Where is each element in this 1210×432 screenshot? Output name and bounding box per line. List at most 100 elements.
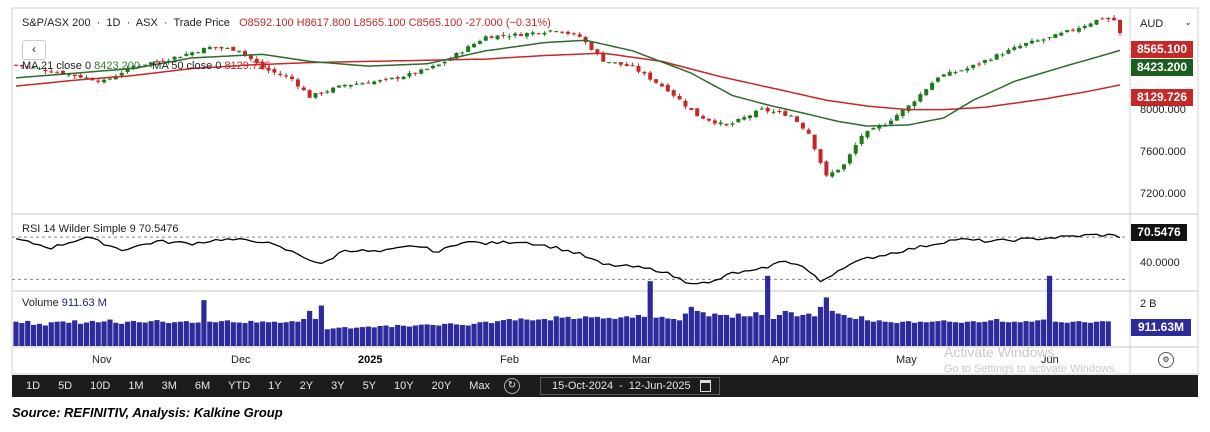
timeframe-toolbar: 1D 5D 10D 1M 3M 6M YTD 1Y 2Y 3Y 5Y 10Y 2…	[12, 375, 1198, 397]
candle-down	[624, 64, 629, 67]
ma21-legend-value: 8423.200	[94, 60, 141, 72]
chart-canvas[interactable]	[0, 0, 1210, 400]
candle-up	[900, 109, 905, 117]
volume-bar	[853, 319, 859, 346]
candle-up	[947, 71, 952, 76]
timeframe-1m-button[interactable]: 1M	[128, 380, 144, 392]
ma21-price-label: 8423.200	[1131, 59, 1193, 76]
timeframe-5y-button[interactable]: 5Y	[362, 380, 377, 392]
candle-up	[102, 79, 107, 83]
timeframe-1d-button[interactable]: 1D	[26, 380, 41, 392]
volume-legend: Volume 911.63 M	[22, 297, 107, 309]
candle-down	[695, 108, 700, 117]
candle-up	[971, 64, 976, 68]
volume-bar	[577, 318, 583, 346]
volume-legend-label[interactable]: Volume	[22, 297, 59, 309]
volume-bar	[1064, 322, 1070, 346]
volume-bar	[42, 325, 48, 346]
volume-bar	[512, 320, 518, 346]
candle-up	[941, 74, 946, 77]
timeframe-5d-button[interactable]: 5D	[58, 380, 73, 392]
candle-up	[401, 76, 406, 80]
candle-down	[671, 90, 676, 96]
source-caption: Source: REFINITIV, Analysis: Kalkine Gro…	[12, 405, 283, 420]
currency-selector[interactable]: AUD ⌄	[1140, 17, 1192, 30]
candle-down	[43, 69, 48, 72]
calendar-icon	[699, 380, 711, 392]
candle-down	[806, 129, 811, 134]
volume-bar	[136, 322, 142, 346]
volume-bar	[201, 300, 207, 346]
candle-down	[301, 87, 306, 91]
candle-up	[1029, 40, 1034, 44]
candle-down	[777, 111, 782, 113]
volume-bar	[665, 318, 671, 346]
candle-up	[924, 89, 929, 96]
gear-icon[interactable]: ⚙	[1158, 352, 1174, 368]
candle-up	[342, 84, 347, 87]
collapse-legend-button[interactable]: ‹	[22, 40, 46, 60]
timeframe-2y-button[interactable]: 2Y	[299, 380, 314, 392]
rsi-legend-label[interactable]: RSI 14 Wilder Simple 9	[22, 223, 136, 235]
volume-bar	[952, 322, 959, 346]
candle-up	[994, 54, 999, 60]
rsi-current-label: 70.5476	[1131, 224, 1187, 241]
volume-bar	[723, 314, 730, 346]
volume-bar	[477, 322, 483, 346]
volume-bar	[377, 326, 383, 346]
volume-bar	[412, 325, 418, 346]
volume-bar	[829, 310, 835, 346]
candle-up	[172, 56, 177, 60]
candle-up	[472, 43, 477, 48]
timeframe-20y-button[interactable]: 20Y	[431, 380, 452, 392]
candle-up	[748, 115, 753, 119]
candle-up	[313, 93, 318, 98]
reset-zoom-icon[interactable]: ↻	[503, 378, 520, 394]
volume-bar	[629, 317, 636, 346]
candle-up	[965, 68, 970, 71]
volume-bar	[342, 327, 348, 346]
timeframe-10d-button[interactable]: 10D	[90, 380, 111, 392]
volume-bar	[242, 323, 248, 346]
volume-bar	[447, 323, 454, 346]
interval-label[interactable]: 1D	[106, 17, 121, 29]
candle-down	[319, 92, 324, 94]
volume-bar	[882, 321, 888, 346]
timeframe-3y-button[interactable]: 3Y	[331, 380, 345, 392]
volume-bar	[888, 322, 894, 346]
candle-down	[501, 34, 506, 36]
candle-up	[425, 68, 430, 70]
volume-bar	[571, 319, 577, 346]
price-type-label[interactable]: Trade Price	[173, 17, 230, 29]
volume-bar	[923, 322, 929, 346]
timeframe-3m-button[interactable]: 3M	[161, 380, 177, 392]
date-range-picker[interactable]: 15-Oct-2024 - 12-Jun-2025	[539, 377, 720, 395]
volume-bar	[171, 322, 178, 346]
volume-bar	[124, 321, 131, 346]
timeframe-10y-button[interactable]: 10Y	[394, 380, 414, 392]
volume-bar	[788, 312, 794, 346]
volume-bar	[283, 322, 289, 346]
volume-bar	[806, 313, 812, 346]
volume-bar	[1017, 322, 1023, 346]
timeframe-6m-button[interactable]: 6M	[194, 380, 211, 392]
ma21-legend-label[interactable]: MA 21 close 0	[22, 60, 92, 72]
timeframe-1y-button[interactable]: 1Y	[268, 380, 282, 392]
volume-bar	[947, 321, 953, 346]
volume-bar	[60, 321, 66, 346]
volume-bar	[847, 317, 853, 346]
volume-bar	[207, 321, 213, 346]
volume-bar	[389, 327, 395, 346]
candle-up	[1041, 39, 1046, 41]
candle-up	[1024, 43, 1029, 46]
candle-up	[378, 80, 383, 82]
ma-legend: MA 21 close 0 8423.200 MA 50 close 0 812…	[22, 60, 270, 72]
volume-bar	[594, 316, 600, 346]
y-tick-label: 8000.000	[1140, 104, 1186, 116]
candle-up	[1053, 34, 1058, 39]
volume-bar	[518, 318, 524, 346]
candle-down	[243, 51, 248, 55]
timeframe-ytd-button[interactable]: YTD	[228, 380, 251, 392]
timeframe-max-button[interactable]: Max	[469, 380, 490, 392]
ma50-legend-label[interactable]: MA 50 close 0	[152, 60, 222, 72]
